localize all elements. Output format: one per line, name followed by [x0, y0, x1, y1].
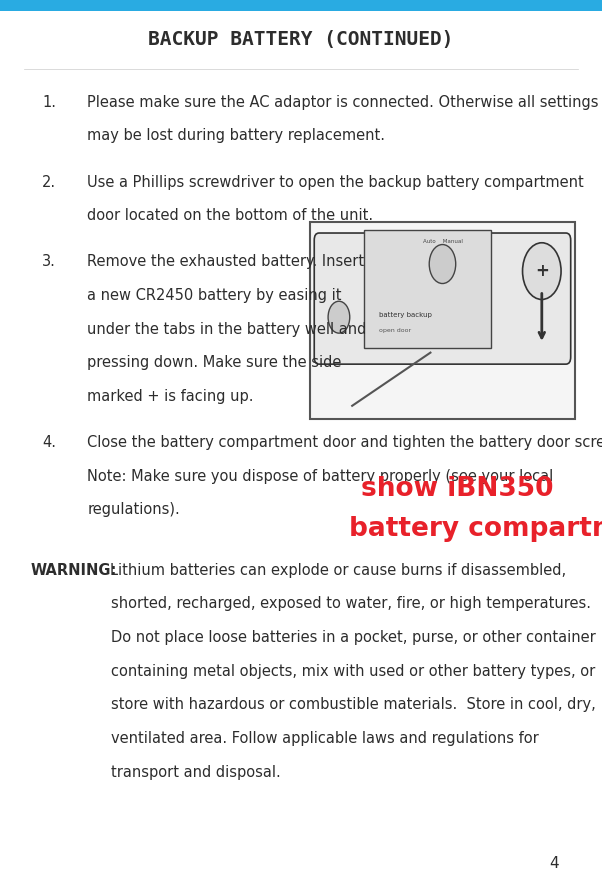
- Circle shape: [429, 245, 456, 284]
- Text: Use a Phillips screwdriver to open the backup battery compartment: Use a Phillips screwdriver to open the b…: [87, 175, 584, 190]
- Text: 4: 4: [549, 857, 559, 871]
- Text: +: +: [535, 262, 549, 280]
- Circle shape: [328, 301, 350, 333]
- Text: pressing down. Make sure the side: pressing down. Make sure the side: [87, 355, 342, 370]
- Text: open door: open door: [379, 328, 411, 333]
- Text: may be lost during battery replacement.: may be lost during battery replacement.: [87, 128, 385, 144]
- Text: 2.: 2.: [42, 175, 56, 190]
- Text: Remove the exhausted battery. Insert: Remove the exhausted battery. Insert: [87, 254, 364, 269]
- Text: marked + is facing up.: marked + is facing up.: [87, 389, 254, 404]
- Text: regulations).: regulations).: [87, 502, 180, 517]
- Circle shape: [523, 243, 561, 299]
- Text: Lithium batteries can explode or cause burns if disassembled,: Lithium batteries can explode or cause b…: [110, 563, 566, 578]
- Text: containing metal objects, mix with used or other battery types, or: containing metal objects, mix with used …: [111, 664, 595, 679]
- Text: battery backup: battery backup: [379, 312, 432, 317]
- Text: shorted, recharged, exposed to water, fire, or high temperatures.: shorted, recharged, exposed to water, fi…: [111, 596, 591, 611]
- Text: battery compartment: battery compartment: [349, 516, 602, 542]
- Bar: [310, 222, 575, 419]
- Text: show iBN350: show iBN350: [361, 476, 554, 502]
- Text: Close the battery compartment door and tighten the battery door screw.: Close the battery compartment door and t…: [87, 435, 602, 450]
- FancyBboxPatch shape: [314, 233, 571, 364]
- Text: WARNING:: WARNING:: [30, 563, 116, 578]
- Text: Note: Make sure you dispose of battery properly (see your local: Note: Make sure you dispose of battery p…: [87, 469, 554, 484]
- Text: ventilated area. Follow applicable laws and regulations for: ventilated area. Follow applicable laws …: [111, 731, 539, 746]
- Text: Auto    Manual: Auto Manual: [423, 238, 462, 244]
- Text: 1.: 1.: [42, 95, 56, 110]
- Text: a new CR2450 battery by easing it: a new CR2450 battery by easing it: [87, 288, 342, 303]
- Text: door located on the bottom of the unit.: door located on the bottom of the unit.: [87, 208, 373, 223]
- Text: 3.: 3.: [42, 254, 56, 269]
- Text: store with hazardous or combustible materials.  Store in cool, dry,: store with hazardous or combustible mate…: [111, 697, 596, 712]
- Bar: [0, 0, 602, 11]
- Text: BACKUP BATTERY (CONTINUED): BACKUP BATTERY (CONTINUED): [148, 30, 454, 50]
- Text: Please make sure the AC adaptor is connected. Otherwise all settings: Please make sure the AC adaptor is conne…: [87, 95, 599, 110]
- Bar: [364, 230, 491, 348]
- Text: Do not place loose batteries in a pocket, purse, or other container: Do not place loose batteries in a pocket…: [111, 630, 596, 645]
- Text: 4.: 4.: [42, 435, 56, 450]
- Text: transport and disposal.: transport and disposal.: [111, 765, 281, 780]
- Text: under the tabs in the battery well and: under the tabs in the battery well and: [87, 322, 367, 337]
